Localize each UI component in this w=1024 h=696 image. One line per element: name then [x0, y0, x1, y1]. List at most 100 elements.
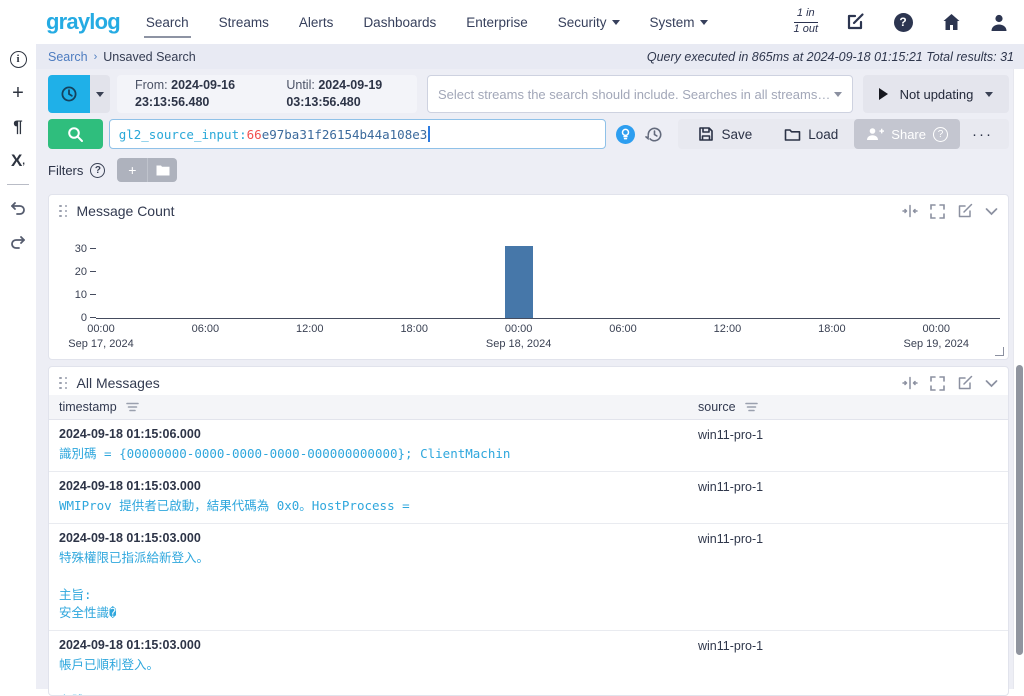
folder-icon — [784, 127, 801, 142]
navbar-right: 1 in 1 out ? — [794, 7, 1010, 37]
remove-formatting-icon[interactable]: X, — [0, 144, 36, 178]
throughput-in: 1 in — [794, 7, 818, 23]
collapse-chevron-icon[interactable] — [985, 207, 998, 216]
until-label: Until: — [286, 78, 314, 92]
y-axis-tick: 10 — [75, 289, 87, 301]
throughput-indicator[interactable]: 1 in 1 out — [794, 7, 818, 37]
nav-search[interactable]: Search — [146, 11, 189, 34]
message-row[interactable]: 2024-09-18 01:15:03.000 WMIProv 提供者已啟動，結… — [49, 472, 1008, 524]
load-button[interactable]: Load — [768, 119, 854, 149]
redo-icon[interactable] — [0, 225, 36, 259]
message-timestamp: 2024-09-18 01:15:06.000 — [59, 427, 698, 441]
column-source[interactable]: source — [698, 400, 736, 414]
timerange-button[interactable] — [48, 75, 90, 113]
edit-icon[interactable] — [844, 11, 866, 33]
timerange-button-group — [48, 75, 110, 113]
pilcrow-icon[interactable]: ¶ — [0, 110, 36, 144]
query-hints-icon[interactable] — [616, 125, 635, 144]
share-button[interactable]: Share ? — [854, 119, 960, 149]
message-row[interactable]: 2024-09-18 01:15:03.000 特殊權限已指派給新登入。 主旨:… — [49, 524, 1008, 631]
play-icon[interactable] — [879, 88, 888, 100]
share-user-icon — [866, 127, 884, 141]
drag-handle-icon[interactable] — [59, 205, 68, 218]
info-circle-icon[interactable]: i — [0, 42, 36, 76]
chart-bar[interactable] — [505, 246, 533, 318]
filters-row: Filters ? + — [48, 158, 1009, 182]
page-scrollbar — [1013, 69, 1024, 689]
chevron-down-icon — [834, 92, 842, 97]
timerange-caret-button[interactable] — [90, 75, 110, 113]
filter-buttons: + — [117, 158, 177, 182]
graylog-logo[interactable]: graylog — [46, 9, 120, 35]
search-button[interactable] — [48, 119, 103, 149]
message-source: win11-pro-1 — [698, 427, 998, 463]
streams-select[interactable]: Select streams the search should include… — [427, 75, 853, 113]
message-row[interactable]: 2024-09-18 01:15:03.000 帳戶已順利登入。 主體: 安全性… — [49, 631, 1008, 696]
more-actions-button[interactable]: ··· — [960, 126, 1005, 143]
nav-dashboards[interactable]: Dashboards — [363, 11, 436, 34]
filter-folder-button[interactable] — [147, 158, 177, 182]
message-source: win11-pro-1 — [698, 638, 998, 696]
y-axis-tick: 30 — [75, 243, 87, 255]
message-timestamp: 2024-09-18 01:15:03.000 — [59, 638, 698, 652]
chevron-down-icon — [985, 92, 993, 97]
message-text: WMIProv 提供者已啟動，結果代碼為 0x0。HostProcess = — [59, 497, 698, 515]
help-icon[interactable]: ? — [892, 11, 914, 33]
throughput-out: 1 out — [794, 23, 818, 37]
timerange-display[interactable]: From: 2024-09-16 23:13:56.480 Until: 202… — [117, 75, 417, 113]
nav-security[interactable]: Security — [558, 11, 620, 34]
content-area: From: 2024-09-16 23:13:56.480 Until: 202… — [36, 69, 1013, 689]
plus-glyph: + — [12, 82, 24, 105]
fullscreen-icon[interactable] — [930, 376, 945, 391]
edit-widget-icon[interactable] — [957, 375, 973, 391]
search-actions-bar: Save Load Share ? ··· — [678, 119, 1009, 149]
message-timestamp: 2024-09-18 01:15:03.000 — [59, 531, 698, 545]
nav-streams[interactable]: Streams — [219, 11, 269, 34]
widget-resize-handle[interactable] — [995, 347, 1004, 356]
nav-system[interactable]: System — [650, 11, 708, 34]
fullscreen-icon[interactable] — [930, 204, 945, 219]
save-button[interactable]: Save — [682, 119, 768, 149]
scrollbar-thumb[interactable] — [1016, 365, 1023, 655]
undo-icon[interactable] — [0, 191, 36, 225]
load-label: Load — [808, 127, 838, 142]
messages-table-header: timestamp source — [49, 395, 1008, 420]
nav-alerts[interactable]: Alerts — [299, 11, 334, 34]
query-field-part: gl2_source_input: — [119, 127, 247, 142]
collapse-chevron-icon[interactable] — [985, 379, 998, 388]
sidebar-divider — [7, 184, 29, 185]
home-icon[interactable] — [940, 11, 962, 33]
sort-icon[interactable] — [126, 402, 139, 412]
user-icon[interactable] — [988, 11, 1010, 33]
search-icon — [67, 126, 84, 143]
message-row[interactable]: 2024-09-18 01:15:06.000 識別碼 = {00000000-… — [49, 420, 1008, 472]
focus-widget-icon[interactable] — [902, 203, 918, 219]
breadcrumb-search-link[interactable]: Search — [48, 50, 88, 64]
sort-icon[interactable] — [745, 402, 758, 412]
folder-icon — [156, 164, 170, 176]
widget-title: Message Count — [77, 203, 175, 219]
save-label: Save — [721, 127, 752, 142]
focus-widget-icon[interactable] — [902, 375, 918, 391]
share-help-icon[interactable]: ? — [933, 127, 948, 142]
add-filter-button[interactable]: + — [117, 158, 147, 182]
message-count-header: Message Count — [49, 195, 1008, 223]
query-history-icon[interactable] — [645, 125, 664, 144]
query-value-part: e97ba31f26154b44a108e3 — [262, 127, 428, 142]
streams-placeholder: Select streams the search should include… — [438, 87, 830, 102]
widget-title: All Messages — [77, 375, 160, 391]
edit-widget-icon[interactable] — [957, 203, 973, 219]
message-text: 特殊權限已指派給新登入。 主旨: 安全性識� — [59, 549, 698, 622]
add-icon[interactable]: + — [0, 76, 36, 110]
nav-enterprise[interactable]: Enterprise — [466, 11, 528, 34]
drag-handle-icon[interactable] — [59, 377, 68, 390]
refresh-controls[interactable]: Not updating — [863, 75, 1009, 113]
column-timestamp[interactable]: timestamp — [59, 400, 117, 414]
breadcrumb-separator: › — [94, 51, 98, 63]
filters-help-icon[interactable]: ? — [90, 163, 105, 178]
